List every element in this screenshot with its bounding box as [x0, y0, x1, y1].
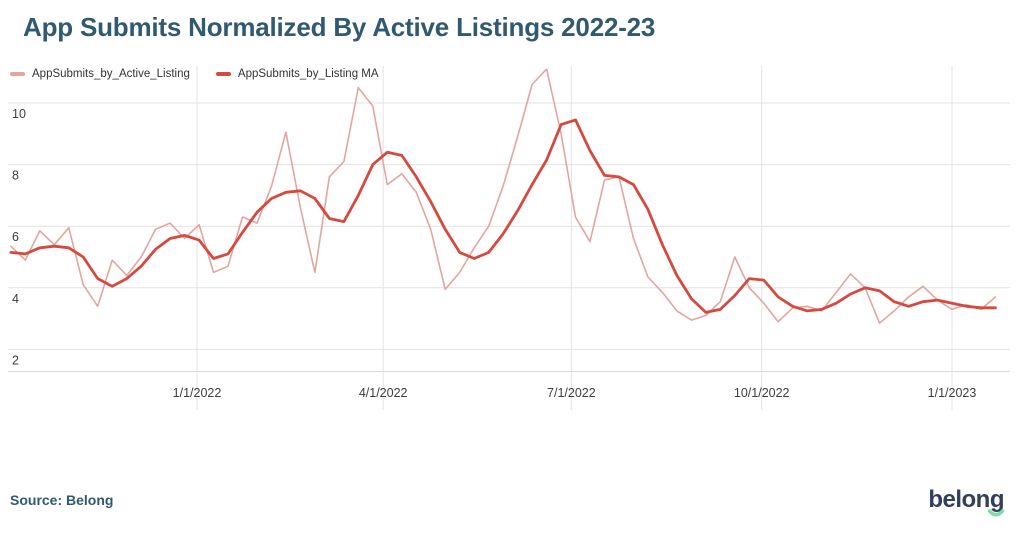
- v-gridlines: [196, 66, 953, 410]
- belong-logo-smile-icon: [987, 509, 1005, 517]
- legend-swatch-icon: [10, 72, 25, 76]
- legend-item-1: AppSubmits_by_Listing MA: [215, 68, 379, 80]
- x-axis-labels: 1/1/2022 4/1/2022 7/1/2022 10/1/2022 1/1/202…: [173, 386, 977, 400]
- belong-logo: belong: [928, 486, 1004, 517]
- y-axis-label: 10: [12, 107, 26, 121]
- y-axis-label: 8: [12, 169, 19, 183]
- y-axis-label: 2: [12, 353, 19, 367]
- y-axis-label: 4: [12, 292, 19, 306]
- x-axis-label: 10/1/2022: [734, 386, 790, 400]
- page-title: App Submits Normalized By Active Listing…: [23, 12, 656, 42]
- y-axis-labels: 10 8 6 4 2: [12, 107, 26, 367]
- legend-label: AppSubmits_by_Listing MA: [237, 68, 379, 80]
- series-line-raw: [10, 68, 997, 325]
- source-caption: Source: Belong: [10, 492, 114, 508]
- legend-swatch-icon: [215, 72, 231, 76]
- belong-logo-wordmark: belong: [928, 486, 1004, 513]
- x-axis-label: 1/1/2022: [173, 386, 222, 400]
- x-axis-label: 1/1/2023: [928, 386, 977, 400]
- chart-legend: AppSubmits_by_Active_Listing AppSubmits_b…: [10, 66, 379, 82]
- y-axis-label: 6: [12, 230, 19, 244]
- series-line-moving-average: [9, 118, 997, 314]
- x-axis-label: 4/1/2022: [359, 386, 408, 400]
- legend-item-0: AppSubmits_by_Active_Listing: [10, 68, 190, 80]
- legend-label: AppSubmits_by_Active_Listing: [32, 68, 190, 80]
- x-axis-label: 7/1/2022: [547, 386, 596, 400]
